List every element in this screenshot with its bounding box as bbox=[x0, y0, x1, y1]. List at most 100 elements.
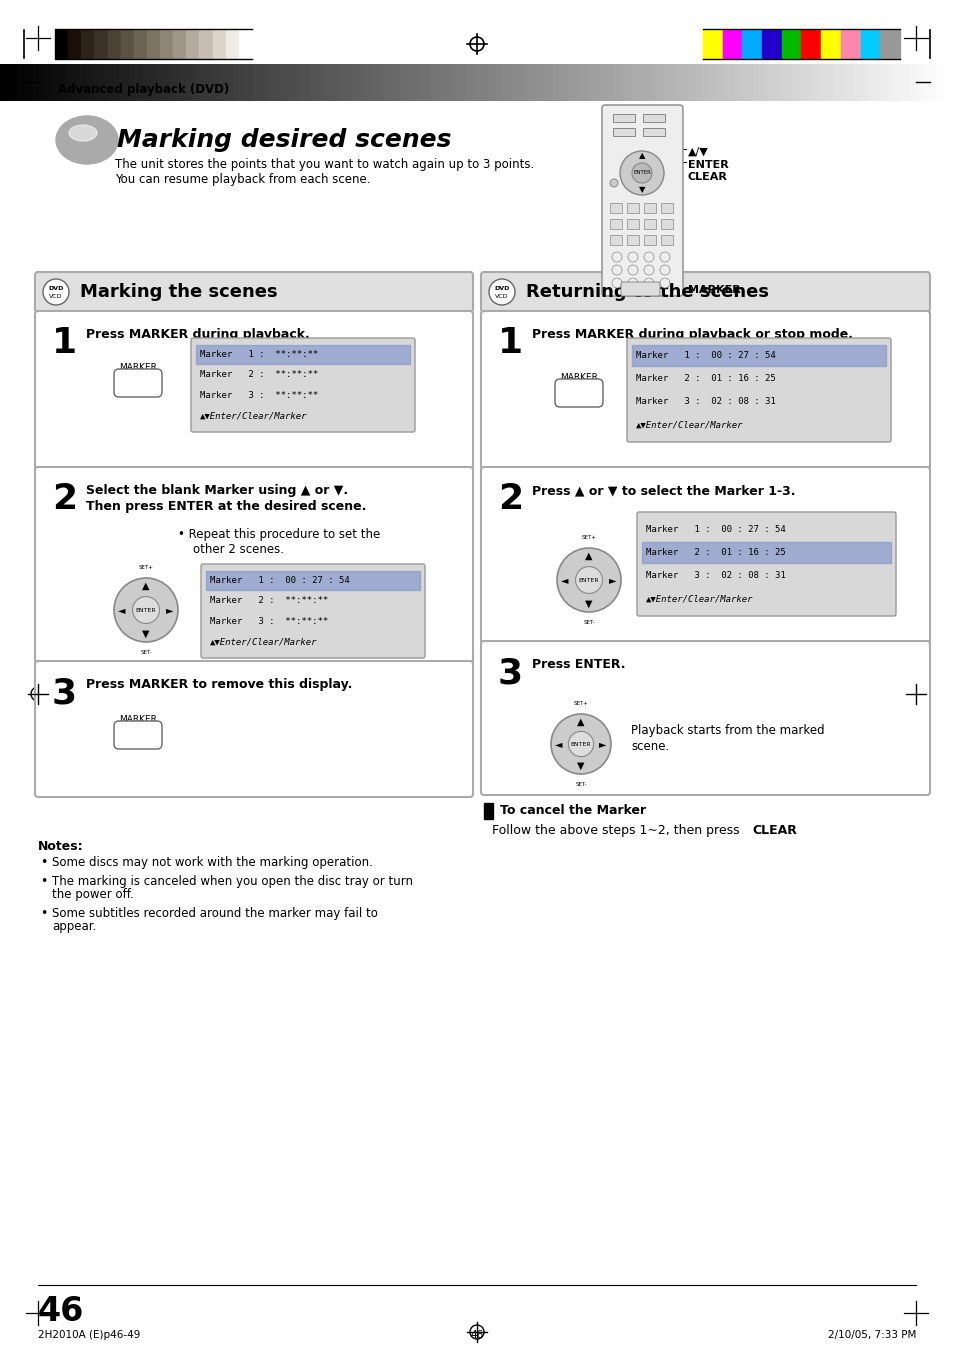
Text: Notes:: Notes: bbox=[38, 840, 84, 852]
Text: Press ▲ or ▼ to select the Marker 1-3.: Press ▲ or ▼ to select the Marker 1-3. bbox=[532, 484, 795, 497]
FancyBboxPatch shape bbox=[113, 721, 162, 748]
Bar bbox=[186, 30, 199, 58]
Text: SET+: SET+ bbox=[581, 535, 596, 540]
Text: Marker   3 :  **:**:**: Marker 3 : **:**:** bbox=[200, 390, 318, 400]
Circle shape bbox=[659, 265, 669, 276]
Bar bbox=[238, 30, 252, 58]
Text: •: • bbox=[40, 875, 48, 888]
Circle shape bbox=[551, 713, 610, 774]
Bar bbox=[609, 235, 621, 245]
Text: ►: ► bbox=[598, 739, 606, 748]
Text: You can resume playback from each scene.: You can resume playback from each scene. bbox=[115, 173, 370, 186]
Bar bbox=[609, 219, 621, 230]
Text: 3: 3 bbox=[497, 657, 522, 690]
Circle shape bbox=[113, 578, 178, 642]
Circle shape bbox=[612, 278, 621, 288]
FancyBboxPatch shape bbox=[620, 282, 659, 296]
FancyBboxPatch shape bbox=[480, 311, 929, 469]
Bar bbox=[199, 30, 213, 58]
Bar bbox=[68, 30, 81, 58]
Bar bbox=[213, 30, 226, 58]
Text: MARKER: MARKER bbox=[119, 715, 157, 724]
FancyBboxPatch shape bbox=[601, 105, 682, 296]
Text: Marking the scenes: Marking the scenes bbox=[80, 282, 277, 301]
Bar bbox=[641, 542, 890, 563]
Text: .: . bbox=[788, 824, 792, 838]
Text: Marker   1 :  00 : 27 : 54: Marker 1 : 00 : 27 : 54 bbox=[645, 526, 785, 534]
Text: Follow the above steps 1~2, then press: Follow the above steps 1~2, then press bbox=[492, 824, 742, 838]
Text: MARKER: MARKER bbox=[559, 373, 598, 382]
Bar bbox=[660, 219, 672, 230]
FancyBboxPatch shape bbox=[35, 311, 473, 469]
Text: Marker   2 :  01 : 16 : 25: Marker 2 : 01 : 16 : 25 bbox=[645, 549, 785, 557]
Bar bbox=[626, 203, 639, 213]
Text: 46: 46 bbox=[38, 1296, 84, 1328]
Bar bbox=[643, 219, 656, 230]
Bar bbox=[120, 30, 133, 58]
Text: The unit stores the points that you want to watch again up to 3 points.: The unit stores the points that you want… bbox=[115, 158, 534, 172]
Circle shape bbox=[489, 280, 515, 305]
Text: MARKER: MARKER bbox=[687, 285, 740, 295]
Text: Advanced playback (DVD): Advanced playback (DVD) bbox=[58, 82, 229, 96]
Text: ►: ► bbox=[166, 605, 173, 615]
Bar bbox=[880, 30, 899, 58]
Text: ▲: ▲ bbox=[584, 551, 592, 561]
Text: Press MARKER during playback or stop mode.: Press MARKER during playback or stop mod… bbox=[532, 328, 852, 340]
Text: SET-: SET- bbox=[140, 650, 152, 655]
Text: Then press ENTER at the desired scene.: Then press ENTER at the desired scene. bbox=[86, 500, 366, 513]
Bar bbox=[609, 203, 621, 213]
FancyBboxPatch shape bbox=[480, 467, 929, 643]
Text: Marker   2 :  **:**:**: Marker 2 : **:**:** bbox=[210, 596, 328, 605]
Text: SET+: SET+ bbox=[138, 565, 153, 570]
Text: Marker   2 :  **:**:**: Marker 2 : **:**:** bbox=[200, 370, 318, 380]
Text: ▲▼Enter/Clear/Marker: ▲▼Enter/Clear/Marker bbox=[200, 411, 307, 420]
Text: ▼: ▼ bbox=[142, 630, 150, 639]
Bar bbox=[108, 30, 120, 58]
Text: The marking is canceled when you open the disc tray or turn: The marking is canceled when you open th… bbox=[52, 875, 413, 888]
FancyBboxPatch shape bbox=[637, 512, 895, 616]
Text: Press MARKER during playback.: Press MARKER during playback. bbox=[86, 328, 310, 340]
Text: appear.: appear. bbox=[52, 920, 96, 934]
Circle shape bbox=[631, 163, 651, 182]
Text: Press MARKER to remove this display.: Press MARKER to remove this display. bbox=[86, 678, 352, 690]
Text: Some discs may not work with the marking operation.: Some discs may not work with the marking… bbox=[52, 857, 373, 869]
FancyBboxPatch shape bbox=[35, 467, 473, 663]
Text: ENTER: ENTER bbox=[687, 159, 728, 170]
Text: ▲▼Enter/Clear/Marker: ▲▼Enter/Clear/Marker bbox=[636, 420, 742, 430]
Text: ENTER: ENTER bbox=[570, 742, 591, 747]
Bar bbox=[642, 128, 664, 136]
Circle shape bbox=[627, 253, 638, 262]
Bar bbox=[94, 30, 108, 58]
Circle shape bbox=[643, 253, 654, 262]
Text: To cancel the Marker: To cancel the Marker bbox=[499, 804, 645, 817]
Circle shape bbox=[43, 280, 69, 305]
FancyBboxPatch shape bbox=[201, 563, 424, 658]
Bar bbox=[613, 128, 635, 136]
Text: Playback starts from the marked: Playback starts from the marked bbox=[630, 724, 823, 738]
Text: ◄: ◄ bbox=[118, 605, 126, 615]
Text: SET-: SET- bbox=[575, 782, 586, 788]
Text: ▲▼Enter/Clear/Marker: ▲▼Enter/Clear/Marker bbox=[645, 594, 753, 603]
Bar bbox=[761, 30, 781, 58]
Text: the power off.: the power off. bbox=[52, 888, 133, 901]
FancyBboxPatch shape bbox=[480, 640, 929, 794]
Bar bbox=[81, 30, 94, 58]
Text: Marker   3 :  02 : 08 : 31: Marker 3 : 02 : 08 : 31 bbox=[645, 571, 785, 580]
Text: 2: 2 bbox=[497, 482, 522, 516]
Text: DVD: DVD bbox=[494, 285, 509, 290]
Bar bbox=[626, 235, 639, 245]
FancyBboxPatch shape bbox=[35, 661, 473, 797]
Text: ▼: ▼ bbox=[584, 598, 592, 609]
Bar bbox=[195, 345, 410, 363]
Text: Press ENTER.: Press ENTER. bbox=[532, 658, 625, 671]
Text: SET-: SET- bbox=[582, 620, 594, 626]
Text: ▲▼Enter/Clear/Marker: ▲▼Enter/Clear/Marker bbox=[210, 638, 317, 646]
Circle shape bbox=[643, 278, 654, 288]
Text: 1: 1 bbox=[497, 326, 522, 359]
Bar bbox=[133, 30, 147, 58]
Text: ▲: ▲ bbox=[142, 581, 150, 590]
Bar bbox=[643, 235, 656, 245]
Bar bbox=[643, 203, 656, 213]
Text: ▲/▼: ▲/▼ bbox=[687, 147, 708, 157]
Text: 2H2010A (E)p46-49: 2H2010A (E)p46-49 bbox=[38, 1329, 140, 1340]
